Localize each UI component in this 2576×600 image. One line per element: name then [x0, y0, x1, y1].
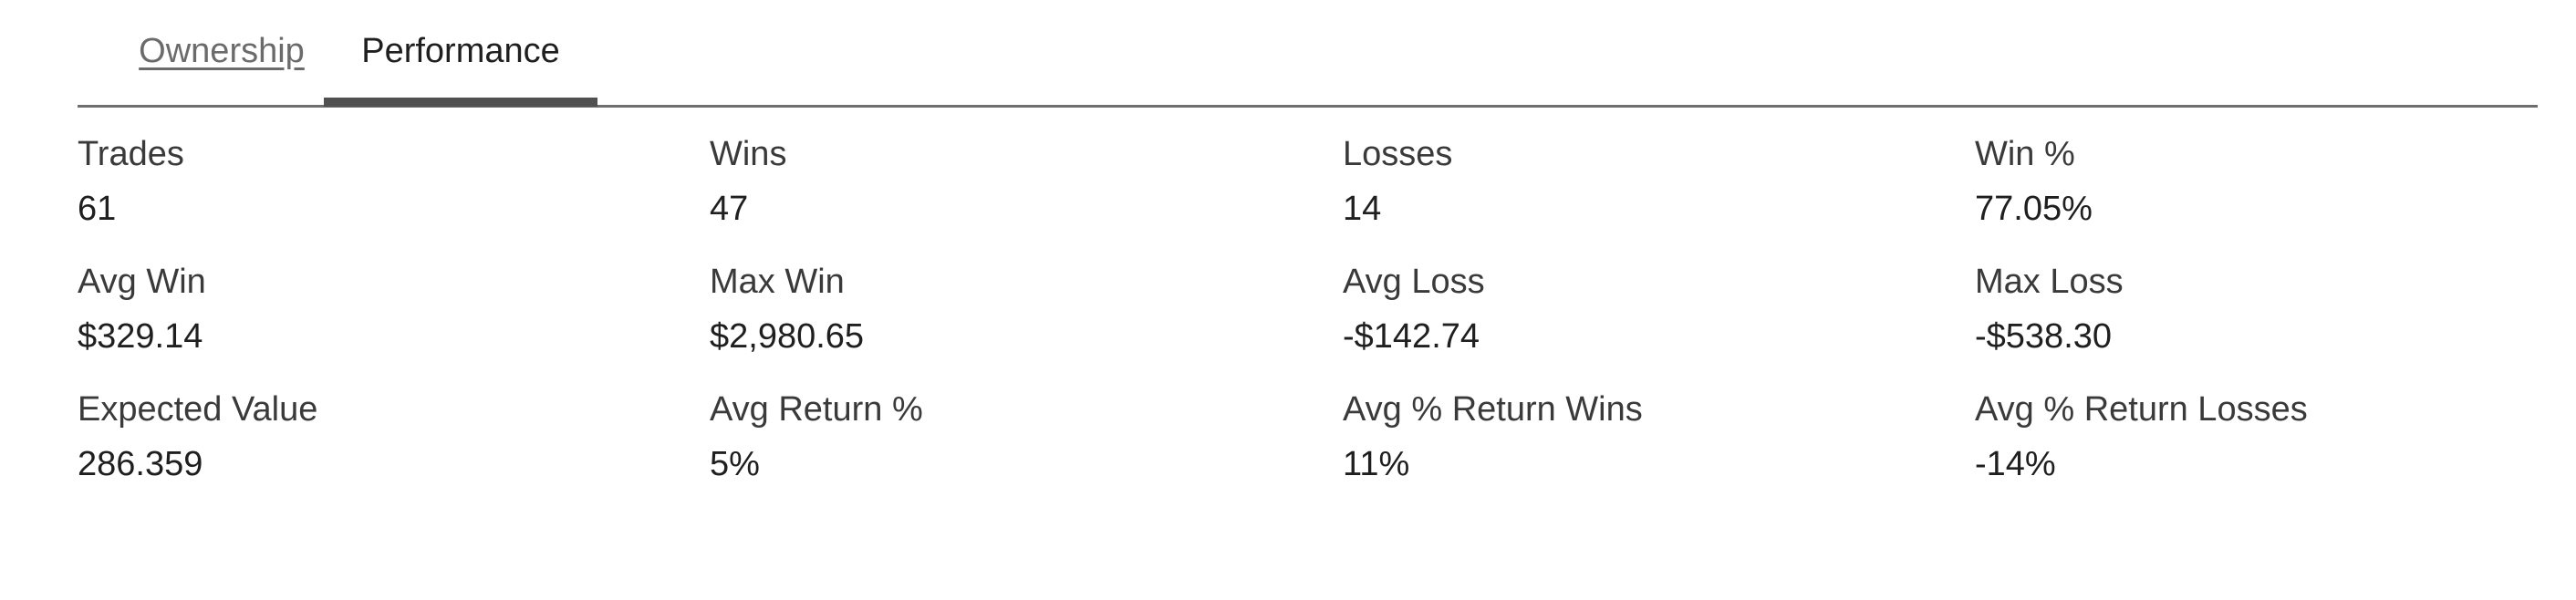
stat-wins: Wins 47: [710, 135, 1330, 263]
stat-losses: Losses 14: [1343, 135, 1963, 263]
stat-label: Max Win: [710, 263, 845, 301]
stat-value: 14: [1343, 190, 1382, 228]
stats-row: Expected Value 286.359 Avg Return % 5% A…: [78, 390, 2538, 518]
stats-row: Avg Win $329.14 Max Win $2,980.65 Avg Lo…: [78, 263, 2538, 390]
stat-value: 5%: [710, 445, 760, 483]
tab-performance[interactable]: Performance: [361, 32, 560, 70]
stat-value: -$142.74: [1343, 317, 1480, 356]
stat-label: Max Loss: [1975, 263, 2124, 301]
stat-label: Losses: [1343, 135, 1453, 173]
stat-label: Avg % Return Losses: [1975, 390, 2308, 429]
stat-max-loss: Max Loss -$538.30: [1975, 263, 2576, 390]
stat-avg-return-wins: Avg % Return Wins 11%: [1343, 390, 1963, 518]
stat-max-win: Max Win $2,980.65: [710, 263, 1330, 390]
stat-trades: Trades 61: [78, 135, 698, 263]
stat-win-percent: Win % 77.05%: [1975, 135, 2576, 263]
stat-label: Avg Win: [78, 263, 206, 301]
stat-label: Avg Loss: [1343, 263, 1485, 301]
tab-ownership[interactable]: Ownership: [139, 32, 305, 70]
stat-value: $329.14: [78, 317, 203, 356]
active-tab-indicator: [324, 98, 597, 107]
stat-value: 11%: [1343, 445, 1410, 483]
stat-value: -$538.30: [1975, 317, 2113, 356]
stat-label: Expected Value: [78, 390, 318, 429]
stat-avg-loss: Avg Loss -$142.74: [1343, 263, 1963, 390]
stat-label: Trades: [78, 135, 184, 173]
stat-value: $2,980.65: [710, 317, 865, 356]
stat-expected-value: Expected Value 286.359: [78, 390, 698, 518]
stat-value: 286.359: [78, 445, 203, 483]
stat-value: -14%: [1975, 445, 2056, 483]
stat-label: Avg Return %: [710, 390, 923, 429]
stat-label: Win %: [1975, 135, 2075, 173]
stat-value: 47: [710, 190, 749, 228]
stat-value: 77.05%: [1975, 190, 2093, 228]
stat-label: Wins: [710, 135, 787, 173]
stat-avg-return-losses: Avg % Return Losses -14%: [1975, 390, 2576, 518]
stat-value: 61: [78, 190, 117, 228]
stat-avg-win: Avg Win $329.14: [78, 263, 698, 390]
stat-label: Avg % Return Wins: [1343, 390, 1643, 429]
stats-row: Trades 61 Wins 47 Losses 14 Win % 77.05%: [78, 135, 2538, 263]
stat-avg-return-percent: Avg Return % 5%: [710, 390, 1330, 518]
tab-bar: Ownership Performance: [78, 0, 2538, 108]
